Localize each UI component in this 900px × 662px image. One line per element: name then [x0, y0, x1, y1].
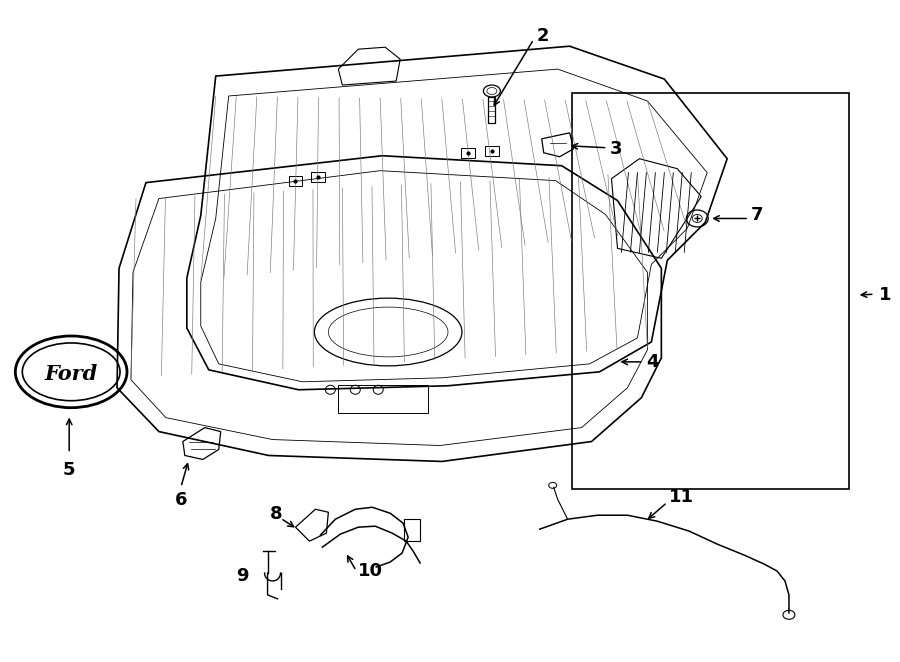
- Text: 8: 8: [270, 505, 283, 523]
- Text: 4: 4: [646, 353, 659, 371]
- Bar: [289, 175, 302, 185]
- Text: 2: 2: [536, 27, 549, 45]
- Text: 10: 10: [358, 562, 383, 580]
- Bar: [338, 385, 428, 412]
- Bar: [404, 519, 420, 541]
- Bar: [489, 97, 495, 123]
- Text: 9: 9: [236, 567, 248, 585]
- Bar: [485, 146, 499, 156]
- Text: 11: 11: [670, 489, 694, 506]
- Text: 7: 7: [752, 207, 763, 224]
- Text: 1: 1: [878, 286, 891, 304]
- Bar: [572, 93, 849, 489]
- Text: 3: 3: [609, 140, 622, 158]
- Bar: [461, 148, 475, 158]
- Text: 6: 6: [175, 491, 187, 509]
- Text: 5: 5: [63, 461, 76, 479]
- Bar: [311, 171, 326, 181]
- Text: Ford: Ford: [44, 364, 98, 384]
